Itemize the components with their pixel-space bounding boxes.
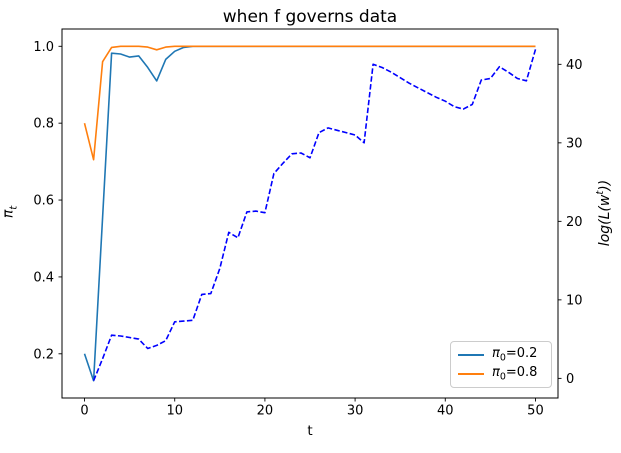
legend-pi-symbol: π (492, 345, 500, 361)
y-left-tick-label: 0.4 (33, 270, 54, 285)
y-axis-label-right: log(L(wt)) (595, 180, 613, 246)
plot-border (61, 28, 559, 399)
y-left-tick-label: 0.8 (33, 117, 54, 132)
y-right-tick-label: 30 (566, 136, 583, 151)
y-left-tick-label: 0.6 (33, 194, 54, 209)
y-right-label-sup: t (595, 190, 607, 195)
x-tick-label: 40 (437, 404, 454, 419)
y-right-tick-label: 0 (566, 372, 574, 387)
x-axis-label: t (307, 423, 313, 439)
y-left-label-sub: t (8, 205, 20, 210)
y-left-label-base: π (0, 209, 17, 219)
legend-pi-subscript: 0 (499, 372, 506, 384)
x-tick-label: 30 (347, 404, 364, 419)
x-tick-label: 10 (166, 404, 183, 419)
legend-label: π0=0.8 (492, 365, 537, 383)
legend-pi-value: =0.8 (505, 365, 538, 381)
legend-line-swatch-blue (458, 353, 484, 356)
legend-line-swatch-orange (458, 373, 484, 376)
log-likelihood-line (92, 49, 537, 382)
x-tick-label: 0 (80, 404, 88, 419)
legend-pi-subscript: 0 (499, 352, 506, 364)
y-left-tick-label: 0.2 (33, 347, 54, 362)
x-tick-label: 20 (257, 404, 274, 419)
y-right-tick-label: 10 (566, 293, 583, 308)
y-right-tick-label: 20 (566, 215, 583, 230)
legend-pi-symbol: π (492, 365, 500, 381)
legend-pi-value: =0.2 (505, 345, 538, 361)
pi-line-initial-0.2 (83, 45, 536, 382)
chart-title: when f governs data (222, 7, 398, 27)
pi-line-initial-0.8 (83, 45, 536, 161)
y-axis-label-left: πt (1, 206, 20, 218)
y-right-label-pre: log(L(w (596, 194, 613, 247)
y-right-label-post: )) (596, 179, 613, 191)
x-tick-label: 50 (527, 404, 544, 419)
legend-item-pi0-0.8: π0=0.8 (458, 365, 544, 383)
legend-item-pi0-0.2: π0=0.2 (458, 346, 544, 364)
y-left-tick-label: 1.0 (33, 40, 54, 55)
y-right-tick-label: 40 (566, 58, 583, 73)
legend: π0=0.2 π0=0.8 (450, 341, 552, 388)
legend-label: π0=0.2 (492, 346, 537, 364)
